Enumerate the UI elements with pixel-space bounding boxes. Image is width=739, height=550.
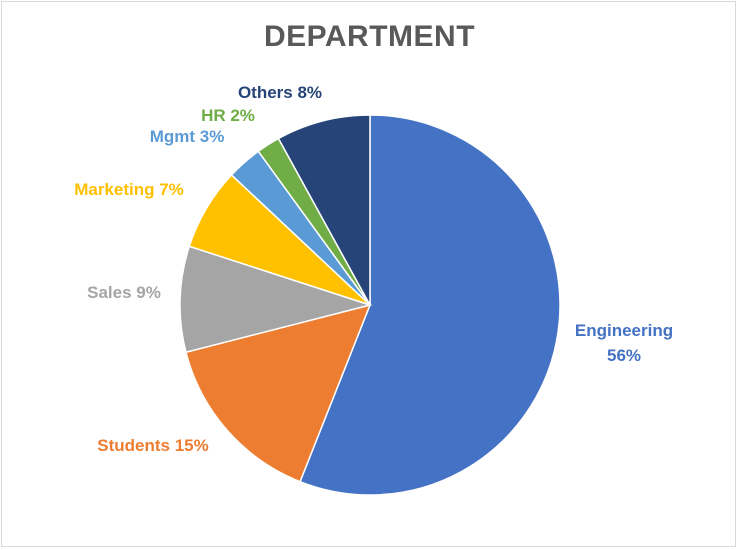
pie-slice-students: [185, 303, 372, 483]
slice-label-others: Others 8%: [238, 83, 322, 102]
pie-slice-sales: [179, 245, 373, 354]
slice-label-mgmt: Mgmt 3%: [150, 127, 225, 146]
pie-slice-others: [277, 114, 371, 306]
slice-label-students: Students 15%: [97, 436, 208, 455]
chart-title: DEPARTMENT: [263, 20, 476, 53]
pie-slice-engineering: [299, 114, 561, 496]
slice-label-engineering: Engineering 56%: [575, 321, 673, 365]
slice-label-hr: HR 2%: [201, 106, 255, 125]
slice-label-sales: Sales 9%: [87, 283, 161, 302]
slice-label-marketing: Marketing 7%: [74, 180, 184, 199]
